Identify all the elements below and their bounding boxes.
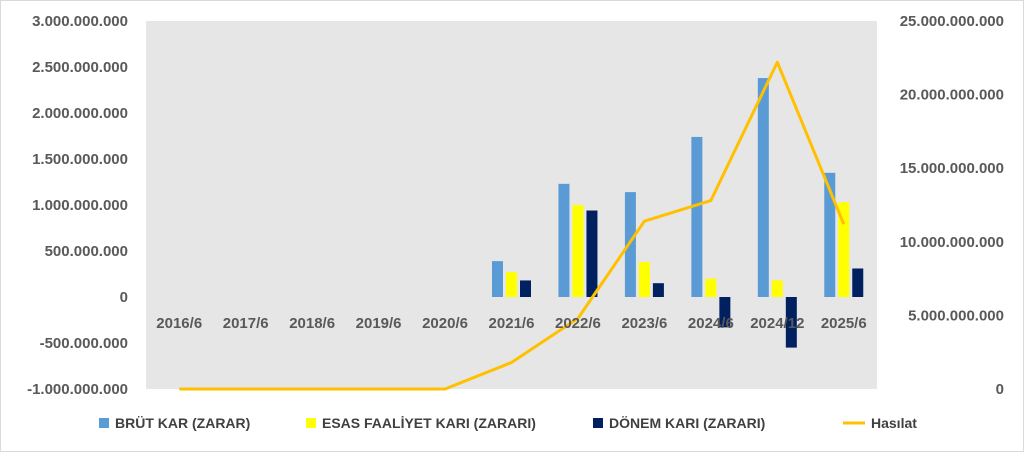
x-tick-label: 2023/6 — [621, 315, 667, 332]
y-left-tick-label: 2.500.000.000 — [32, 59, 128, 76]
bars-layer — [492, 78, 864, 348]
y-left-tick-label: 3.000.000.000 — [32, 13, 128, 30]
legend-swatch — [593, 418, 603, 428]
bar-3-2024-12 — [785, 297, 797, 348]
x-axis-labels: 2016/6 2017/6 2018/6 2019/6 2020/6 2021/6 2022… — [156, 315, 866, 332]
line-layer — [179, 60, 846, 391]
bar-3-2023-6 — [652, 283, 664, 297]
x-tick-label: 2020/6 — [422, 315, 468, 332]
legend-label: BRÜT KAR (ZARAR) — [115, 415, 250, 431]
y-axis-right-labels: 0 5.000.000.000 10.000.000.000 15.000.000.0… — [900, 13, 1004, 398]
y-left-tick-label: -1.000.000.000 — [27, 381, 128, 398]
bar-1-2025-6 — [824, 172, 836, 297]
legend-label: ESAS FAALİYET KARI (ZARARI) — [322, 415, 536, 431]
y-right-tick-label: 0 — [996, 381, 1004, 398]
y-right-tick-label: 15.000.000.000 — [900, 160, 1004, 177]
y-left-tick-label: 1.000.000.000 — [32, 197, 128, 214]
y-left-tick-label: -500.000.000 — [40, 335, 128, 352]
y-right-tick-label: 25.000.000.000 — [900, 13, 1004, 30]
bar-2-2022-6 — [572, 205, 584, 297]
x-tick-label: 2021/6 — [489, 315, 535, 332]
bar-1-2024-6 — [691, 136, 703, 297]
bar-3-2025-6 — [852, 268, 864, 297]
y-right-tick-label: 5.000.000.000 — [908, 307, 1004, 324]
bar-3-2022-6 — [586, 210, 598, 297]
bar-2-2024-6 — [705, 278, 717, 297]
bar-3-2021-6 — [520, 280, 531, 297]
legend-swatch — [99, 418, 109, 428]
y-right-tick-label: 20.000.000.000 — [900, 87, 1004, 104]
legend-label: DÖNEM KARI (ZARARI) — [609, 415, 765, 431]
line-series-hasilat — [179, 60, 846, 391]
legend-label: Hasılat — [871, 415, 917, 431]
y-axis-left-labels: -1.000.000.000 -500.000.000 0 500.000.000 1.… — [27, 13, 128, 398]
y-left-tick-label: 2.000.000.000 — [32, 105, 128, 122]
bar-2-2021-6 — [506, 272, 517, 297]
bar-3-2024-6 — [719, 297, 731, 328]
x-tick-label: 2024/6 — [688, 315, 734, 332]
bar-1-2024-12 — [757, 78, 769, 297]
y-left-tick-label: 500.000.000 — [45, 243, 128, 260]
legend-swatch — [306, 418, 316, 428]
x-tick-label: 2024/12 — [750, 315, 804, 332]
x-tick-label: 2016/6 — [156, 315, 202, 332]
y-left-tick-label: 0 — [120, 289, 128, 306]
x-tick-label: 2017/6 — [223, 315, 269, 332]
legend: BRÜT KAR (ZARAR) ESAS FAALİYET KARI (ZARA… — [99, 415, 917, 431]
x-tick-label: 2019/6 — [356, 315, 402, 332]
y-left-tick-label: 1.500.000.000 — [32, 151, 128, 168]
x-tick-label: 2025/6 — [821, 315, 867, 332]
x-tick-label: 2018/6 — [289, 315, 335, 332]
y-right-tick-label: 10.000.000.000 — [900, 234, 1004, 251]
bar-1-2022-6 — [558, 183, 570, 297]
bar-2-2025-6 — [838, 202, 850, 297]
plot-area — [146, 21, 877, 389]
x-tick-label: 2022/6 — [555, 315, 601, 332]
bar-1-2021-6 — [492, 261, 503, 297]
bar-2-2024-12 — [771, 280, 783, 297]
bar-1-2023-6 — [624, 192, 636, 297]
bar-2-2023-6 — [638, 262, 650, 297]
